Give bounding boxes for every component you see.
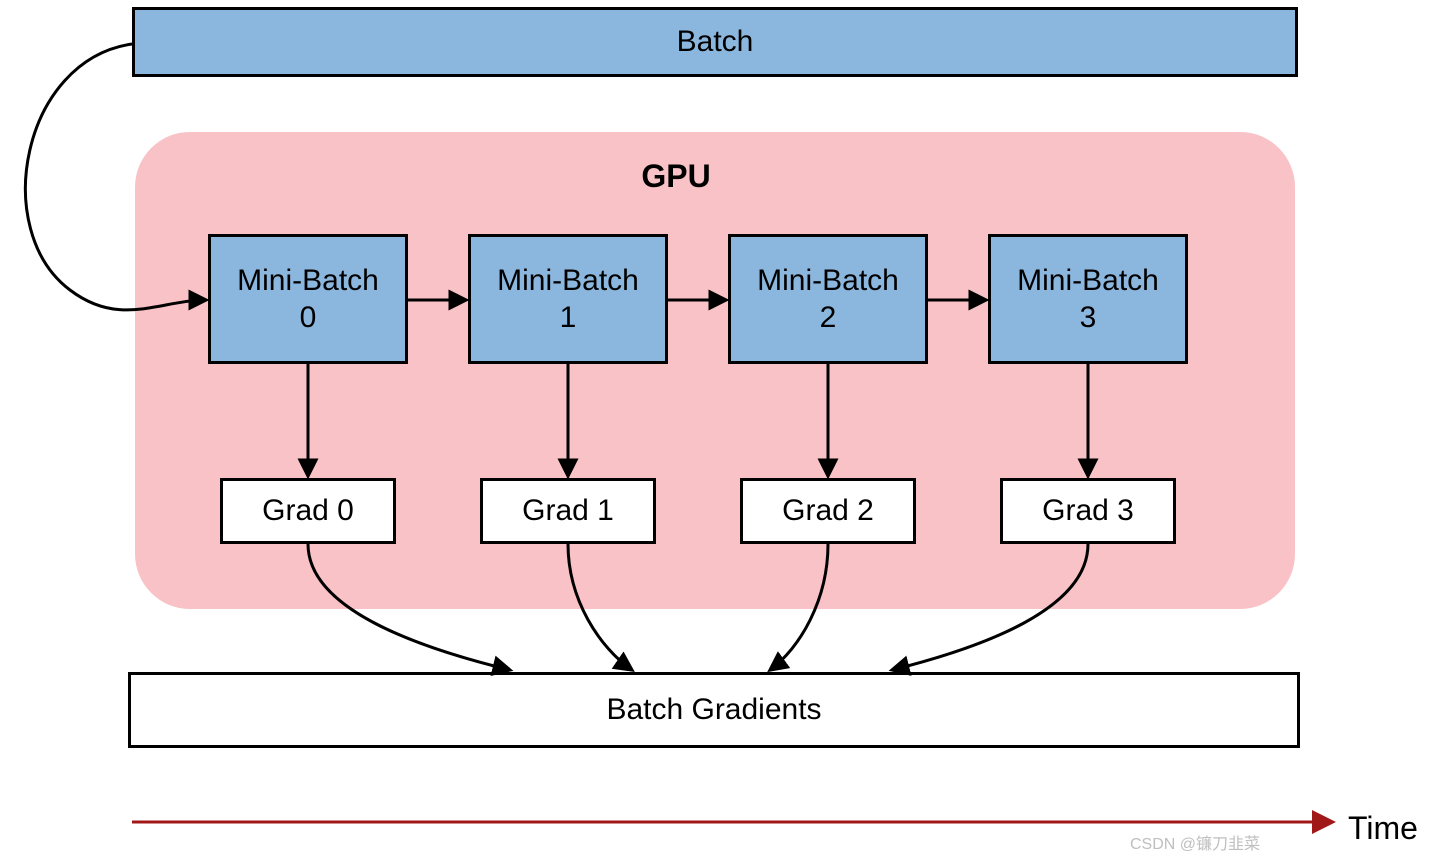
minibatch-3: Mini-Batch3 bbox=[988, 234, 1188, 364]
batch-gradients-box: Batch Gradients bbox=[128, 672, 1300, 748]
batch-label: Batch bbox=[677, 23, 754, 61]
grad-0: Grad 0 bbox=[220, 478, 396, 544]
grad-3: Grad 3 bbox=[1000, 478, 1176, 544]
grad-0-label: Grad 0 bbox=[262, 492, 354, 530]
minibatch-1: Mini-Batch1 bbox=[468, 234, 668, 364]
minibatch-0-label: Mini-Batch0 bbox=[237, 262, 379, 337]
grad-1-label: Grad 1 bbox=[522, 492, 614, 530]
time-label: Time bbox=[1348, 810, 1418, 847]
minibatch-1-label: Mini-Batch1 bbox=[497, 262, 639, 337]
minibatch-2: Mini-Batch2 bbox=[728, 234, 928, 364]
grad-3-label: Grad 3 bbox=[1042, 492, 1134, 530]
batch-gradients-label: Batch Gradients bbox=[606, 691, 821, 729]
grad-1: Grad 1 bbox=[480, 478, 656, 544]
watermark: CSDN @镰刀韭菜 bbox=[1130, 830, 1260, 854]
grad-2-label: Grad 2 bbox=[782, 492, 874, 530]
minibatch-3-label: Mini-Batch3 bbox=[1017, 262, 1159, 337]
grad-2: Grad 2 bbox=[740, 478, 916, 544]
minibatch-0: Mini-Batch0 bbox=[208, 234, 408, 364]
minibatch-2-label: Mini-Batch2 bbox=[757, 262, 899, 337]
gpu-label: GPU bbox=[626, 158, 726, 195]
batch-box: Batch bbox=[132, 7, 1298, 77]
